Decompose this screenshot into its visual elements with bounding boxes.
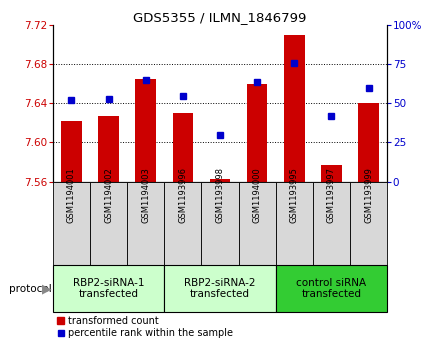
Bar [136, 79, 156, 182]
Text: GSM1194002: GSM1194002 [104, 167, 113, 223]
Text: GSM1193999: GSM1193999 [364, 167, 373, 223]
Text: RBP2-siRNA-2
transfected: RBP2-siRNA-2 transfected [184, 278, 256, 299]
Bar [276, 265, 387, 312]
Bar [53, 265, 164, 312]
Bar [90, 182, 127, 265]
Bar [98, 116, 119, 182]
Bar [210, 179, 230, 182]
Bar [247, 84, 268, 182]
Bar [127, 182, 164, 265]
Text: GSM1193996: GSM1193996 [178, 167, 187, 223]
Bar [202, 182, 238, 265]
Bar [284, 35, 304, 182]
Bar [321, 165, 342, 182]
Text: GSM1193995: GSM1193995 [290, 167, 299, 223]
Bar [238, 182, 276, 265]
Text: GDS5355 / ILMN_1846799: GDS5355 / ILMN_1846799 [133, 11, 307, 24]
Bar [164, 265, 276, 312]
Text: protocol: protocol [9, 284, 51, 294]
Bar [164, 182, 202, 265]
Text: RBP2-siRNA-1
transfected: RBP2-siRNA-1 transfected [73, 278, 144, 299]
Bar [53, 182, 90, 265]
Text: control siRNA
transfected: control siRNA transfected [297, 278, 367, 299]
Bar [61, 121, 81, 182]
Text: GSM1194001: GSM1194001 [67, 167, 76, 223]
Bar [350, 182, 387, 265]
Bar [359, 103, 379, 182]
Text: GSM1193998: GSM1193998 [216, 167, 224, 223]
Text: GSM1194003: GSM1194003 [141, 167, 150, 223]
Legend: transformed count, percentile rank within the sample: transformed count, percentile rank withi… [53, 312, 237, 342]
Bar [172, 113, 193, 182]
Bar [276, 182, 313, 265]
Text: ▶: ▶ [42, 282, 51, 295]
Bar [313, 182, 350, 265]
Text: GSM1193997: GSM1193997 [327, 167, 336, 223]
Text: GSM1194000: GSM1194000 [253, 167, 262, 223]
